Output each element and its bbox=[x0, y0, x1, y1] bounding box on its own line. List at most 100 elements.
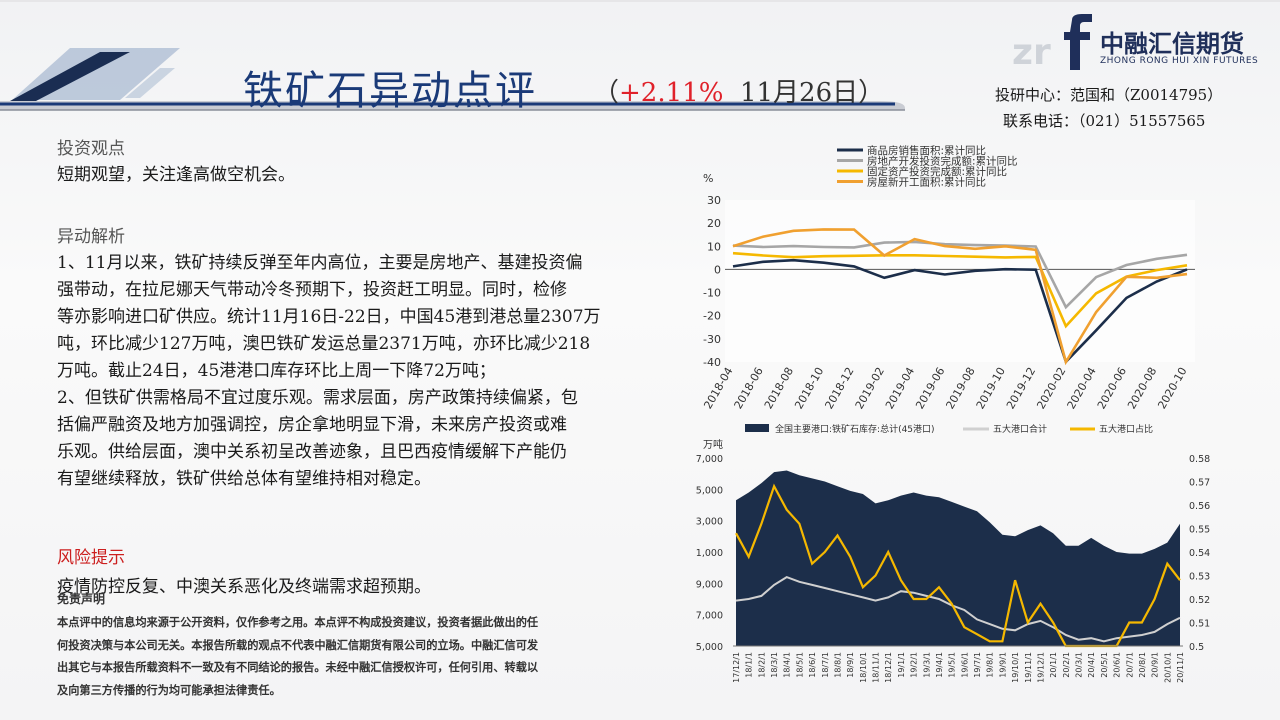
disclaimer-line: 出其它与本报告所载资料不一致及有不同结论的报告。未经中融汇信授权许可，任何引用、… bbox=[57, 661, 539, 674]
x-tick-label: 20/7/1 bbox=[1125, 652, 1134, 678]
inventory-area bbox=[736, 470, 1180, 646]
x-tick-label: 2019-02 bbox=[853, 365, 887, 411]
y2-tick-label: 0.58 bbox=[1189, 454, 1210, 465]
x-tick-label: 2019-06 bbox=[913, 365, 947, 411]
disclaimer-text: 本点评中的信息均来源于公开资料，仅作参考之用。本点评不构成投资建议，投资者据此做… bbox=[57, 612, 637, 702]
x-tick-label: 19/5/1 bbox=[948, 652, 957, 678]
x-tick-label: 19/12/1 bbox=[1036, 652, 1045, 683]
legend-label: 五大港口占比 bbox=[1099, 423, 1153, 435]
x-tick-label: 2020-08 bbox=[1125, 365, 1159, 411]
x-tick-label: 19/1/1 bbox=[897, 652, 906, 678]
analysis-line: 等亦影响进口矿供应。统计11月16日-22日，中国45港到港总量2307万 bbox=[57, 307, 601, 327]
x-tick-label: 19/6/1 bbox=[960, 652, 969, 678]
analysis-line: 乐观。供给层面，澳中关系初呈改善迹象，且巴西疫情缓解下产能仍 bbox=[57, 442, 567, 462]
y-tick-label: 9,000 bbox=[696, 579, 723, 590]
title-spacer bbox=[723, 78, 740, 108]
x-tick-label: 20/2/1 bbox=[1062, 652, 1071, 678]
y-tick-label: 30 bbox=[707, 194, 721, 207]
x-tick-label: 18/12/1 bbox=[884, 652, 893, 683]
x-tick-label: 18/5/1 bbox=[795, 652, 804, 678]
x-tick-label: 2020-10 bbox=[1155, 365, 1189, 411]
y-tick-label: 5,000 bbox=[696, 642, 723, 653]
analysis-line: 2、但铁矿供需格局不宜过度乐观。需求层面，房产政策持续偏紧，包 bbox=[57, 388, 578, 408]
x-tick-label: 2020-04 bbox=[1065, 365, 1099, 411]
x-tick-label: 20/11/1 bbox=[1176, 652, 1185, 683]
x-tick-label: 2019-12 bbox=[1004, 365, 1038, 411]
logo-text-cn: 中融汇信期货 bbox=[1100, 30, 1244, 58]
y2-tick-label: 0.55 bbox=[1189, 525, 1210, 536]
x-tick-label: 20/10/1 bbox=[1163, 652, 1172, 683]
y2-tick-label: 0.56 bbox=[1189, 501, 1210, 512]
y-tick-label: -20 bbox=[703, 310, 721, 323]
x-tick-label: 20/4/1 bbox=[1087, 652, 1096, 678]
y2-tick-label: 0.52 bbox=[1189, 595, 1210, 606]
x-tick-label: 18/10/1 bbox=[859, 652, 868, 683]
analysis-body: 1、11月以来，铁矿持续反弹至年内高位，主要是房地产、基建投资偏 强带动，在拉尼… bbox=[57, 250, 632, 493]
analysis-line: 括偏严融资及地方加强调控，房企拿地明显下滑，未来房产投资或难 bbox=[57, 415, 567, 435]
x-tick-label: 20/3/1 bbox=[1075, 652, 1084, 678]
risk-title: 风险提示 bbox=[57, 548, 125, 568]
y-tick-label: 13,000 bbox=[695, 517, 723, 528]
investment-growth-chart: 商品房销售面积:累计同比房地产开发投资完成额:累计同比固定资产投资完成额:累计同… bbox=[701, 144, 1195, 411]
contact-phone: 联系电话：（021）51557565 bbox=[1003, 112, 1206, 130]
x-tick-label: 20/6/1 bbox=[1113, 652, 1122, 678]
legend-label: 房屋新开工面积:累计同比 bbox=[867, 176, 986, 189]
disclaimer-line: 及向第三方传播的行为均可能承担法律责任。 bbox=[57, 683, 281, 697]
legend-label: 房地产开发投资完成额:累计同比 bbox=[867, 155, 1018, 168]
x-tick-label: 2019-10 bbox=[974, 365, 1008, 411]
x-tick-label: 19/7/1 bbox=[973, 652, 982, 678]
y-tick-label: 20 bbox=[707, 217, 721, 230]
disclaimer-line: 何投资决策与本公司无关。本报告所载的观点不代表中融汇信期货有限公司的立场。中融汇… bbox=[57, 638, 539, 652]
legend-label: 全国主要港口:铁矿石库存:总计(45港口) bbox=[775, 423, 935, 435]
y-axis-unit: % bbox=[703, 172, 713, 185]
view-title: 投资观点 bbox=[57, 139, 125, 159]
x-tick-label: 2018-06 bbox=[732, 365, 766, 411]
x-tick-label: 2019-04 bbox=[883, 365, 917, 411]
series-line bbox=[732, 251, 1188, 329]
x-tick-label: 18/3/1 bbox=[770, 652, 779, 678]
view-text: 短期观望，关注逢高做空机会。 bbox=[57, 165, 295, 185]
paren-close: ） bbox=[858, 78, 885, 108]
y-tick-label: 15,000 bbox=[695, 485, 723, 496]
legend-swatch bbox=[745, 424, 769, 432]
x-tick-label: 18/7/1 bbox=[821, 652, 830, 678]
y-tick-label: 0 bbox=[714, 263, 721, 276]
x-tick-label: 18/9/1 bbox=[846, 652, 855, 678]
x-tick-label: 19/11/1 bbox=[1024, 652, 1033, 683]
series-line bbox=[732, 258, 1188, 365]
x-tick-label: 18/8/1 bbox=[833, 652, 842, 678]
page-title: 铁矿石异动点评 bbox=[243, 68, 537, 114]
x-tick-label: 2018-04 bbox=[701, 365, 735, 411]
x-tick-label: 2020-02 bbox=[1034, 365, 1068, 411]
x-tick-label: 19/3/1 bbox=[922, 652, 931, 678]
x-tick-label: 2019-08 bbox=[943, 365, 977, 411]
disclaimer-line: 本点评中的信息均来源于公开资料，仅作参考之用。本点评不构成投资建议，投资者据此做… bbox=[57, 616, 539, 629]
x-tick-label: 20/9/1 bbox=[1151, 652, 1160, 678]
legend-label: 固定资产投资完成额:累计同比 bbox=[867, 165, 1007, 178]
x-tick-label: 20/1/1 bbox=[1049, 652, 1058, 678]
y-tick-label: 10 bbox=[707, 240, 721, 253]
x-tick-label: 2018-10 bbox=[792, 365, 826, 411]
analysis-line: 有望继续释放，铁矿供给总体有望维持相对稳定。 bbox=[57, 469, 431, 489]
analysis-column: 投资观点 短期观望，关注逢高做空机会。 异动解析 1、11月以来，铁矿持续反弹至… bbox=[57, 134, 632, 493]
x-tick-label: 20/5/1 bbox=[1100, 652, 1109, 678]
x-tick-label: 18/2/1 bbox=[757, 652, 766, 678]
analysis-line: 万吨。截止24日，45港港口库存环比上周一下降72万吨； bbox=[57, 361, 496, 381]
y-tick-label: -40 bbox=[703, 356, 721, 369]
legend-label: 五大港口合计 bbox=[993, 423, 1047, 435]
paren-open: （ bbox=[593, 78, 620, 108]
analysis-line: 吨，环比减少127万吨，澳巴铁矿发运总量2371万吨，亦环比减少218 bbox=[57, 334, 591, 354]
x-tick-label: 19/10/1 bbox=[1011, 652, 1020, 683]
x-tick-label: 2018-12 bbox=[822, 365, 856, 411]
y-axis-unit: 万吨 bbox=[703, 438, 723, 451]
disclaimer-title: 免责声明 bbox=[57, 592, 106, 606]
y2-tick-label: 0.51 bbox=[1189, 619, 1210, 630]
company-logo-icon: zr bbox=[1012, 14, 1092, 70]
series-line bbox=[735, 575, 1181, 643]
title-change-date: （+2.11% 11月26日） bbox=[593, 72, 884, 109]
y-tick-label: 7,000 bbox=[696, 611, 723, 622]
contact-researcher: 投研中心：范国和（Z0014795） bbox=[995, 86, 1223, 104]
y-tick-label: 11,000 bbox=[695, 548, 723, 559]
price-change: +2.11% bbox=[619, 78, 724, 108]
